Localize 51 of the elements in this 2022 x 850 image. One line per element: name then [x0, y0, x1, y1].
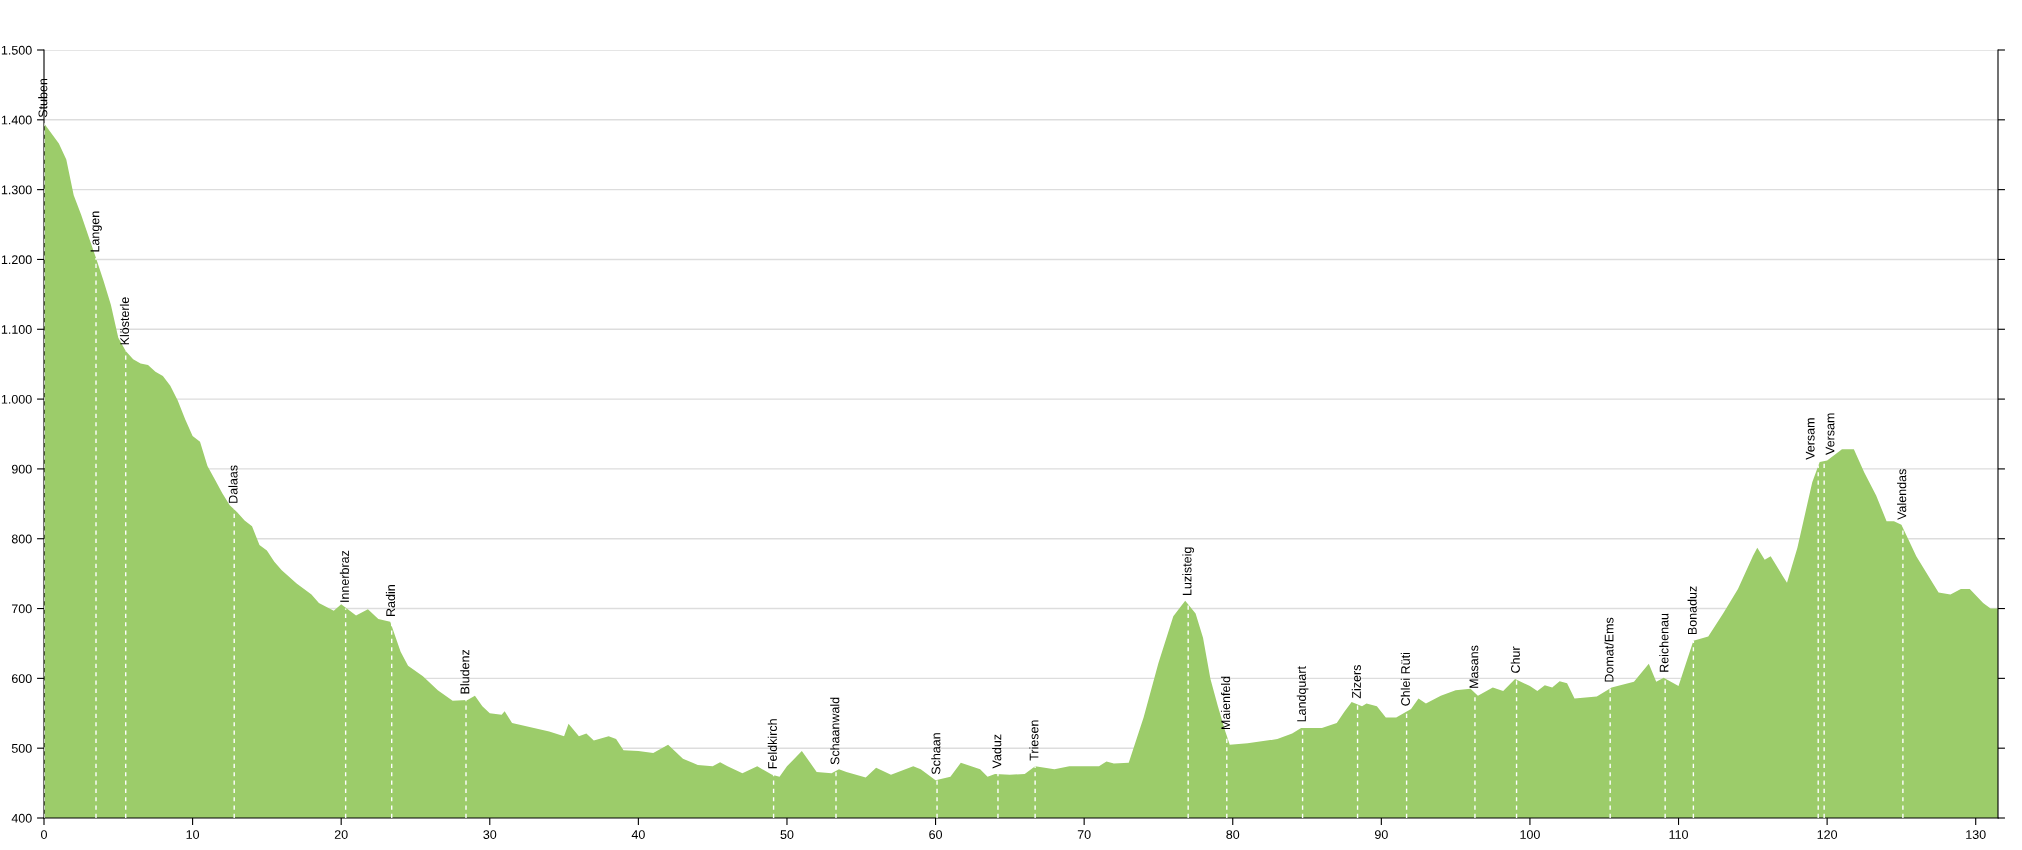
- x-tick-label: 130: [1966, 830, 1986, 839]
- annotation: Domat/Ems: [1604, 617, 1614, 682]
- annotation: Zizers: [1351, 665, 1361, 699]
- annotation: Stuben: [38, 78, 48, 118]
- annotation: Luzisteig: [1182, 547, 1194, 595]
- annotation: Klösterle: [119, 297, 130, 345]
- annotation: Chlei Rüti: [1400, 652, 1410, 706]
- y-tick-label: 600: [11, 674, 32, 684]
- y-tick-label: 1.200: [1, 255, 32, 265]
- annotation: Feldkirch: [767, 719, 777, 769]
- annotation: Versam: [1825, 413, 1835, 455]
- annotation: Triesen: [1029, 720, 1039, 761]
- annotation: Innerbraz: [339, 550, 349, 602]
- annotation: Valendas: [1897, 469, 1907, 520]
- x-tick-label: 20: [334, 830, 348, 839]
- annotation: Vaduz: [992, 734, 1002, 769]
- annotation: Bonaduz: [1687, 586, 1697, 635]
- x-tick-label: 110: [1669, 830, 1688, 839]
- x-tick-label: 90: [1374, 830, 1388, 839]
- annotation: Bludenz: [460, 649, 470, 694]
- annotation: Dalaas: [228, 465, 238, 503]
- y-tick-label: 700: [11, 604, 32, 614]
- annotation: Schaan: [931, 733, 941, 775]
- annotation: Reichenau: [1659, 613, 1669, 672]
- y-tick-label: 400: [11, 813, 32, 823]
- annotation: Langen: [90, 211, 102, 252]
- annotation: Landquart: [1296, 666, 1309, 722]
- annotation: Versam: [1805, 418, 1815, 460]
- y-tick-label: 1.500: [1, 45, 32, 55]
- y-tick-label: 1.000: [1, 394, 32, 404]
- annotation: Chur: [1510, 646, 1520, 673]
- annotation: Schaanwald: [830, 697, 840, 765]
- y-tick-label: 1.300: [1, 185, 32, 195]
- x-tick-label: 0: [41, 830, 47, 839]
- annotation: Radin: [385, 585, 396, 616]
- x-tick-label: 80: [1226, 830, 1240, 839]
- x-tick-label: 120: [1817, 830, 1838, 839]
- y-tick-label: 1.100: [1, 325, 32, 334]
- x-tick-label: 40: [631, 830, 645, 839]
- x-tick-label: 60: [929, 830, 943, 839]
- y-tick-label: 800: [11, 534, 32, 544]
- x-tick-label: 100: [1520, 830, 1540, 839]
- y-tick-label: 500: [11, 743, 32, 753]
- x-tick-label: 70: [1077, 830, 1091, 839]
- y-tick-label: 1.400: [1, 115, 32, 125]
- x-tick-label: 10: [186, 830, 200, 839]
- x-tick-label: 30: [483, 830, 497, 839]
- annotation: Masans: [1469, 645, 1479, 688]
- annotation: Maienfeld: [1220, 676, 1231, 730]
- x-tick-label: 50: [780, 830, 794, 839]
- y-tick-label: 900: [11, 464, 32, 474]
